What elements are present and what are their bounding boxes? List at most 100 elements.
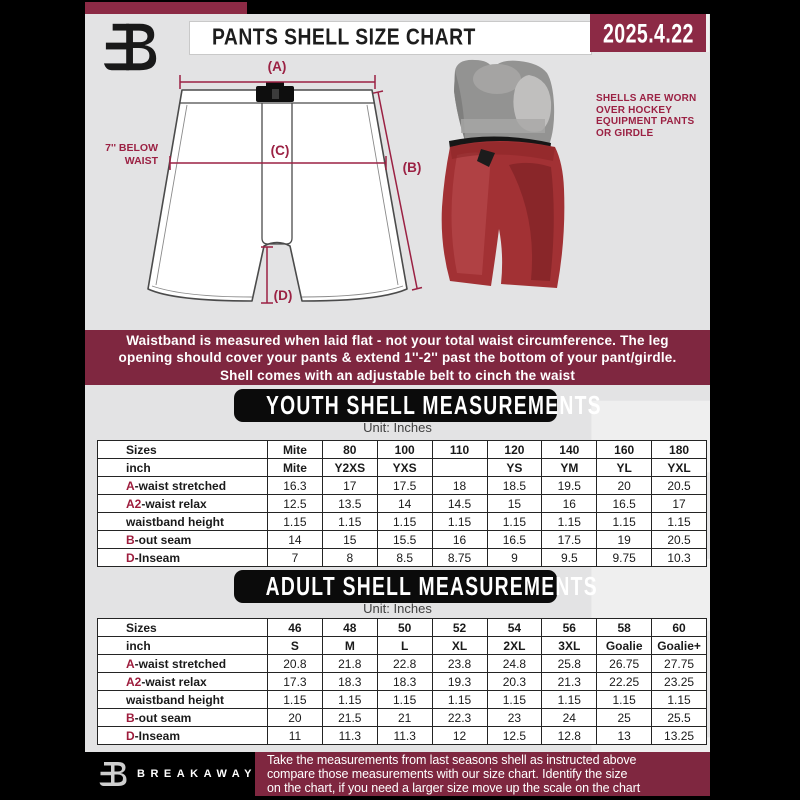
- photo-caption-line: OVER HOCKEY: [596, 104, 673, 116]
- table-cell: 21.3: [541, 672, 598, 691]
- info-banner-line: Waistband is measured when laid flat - n…: [126, 333, 669, 348]
- table-cell: YL: [596, 458, 653, 477]
- date-badge: 2025.4.22: [590, 14, 709, 52]
- table-cell: 19.5: [541, 476, 598, 495]
- row-label: A-waist stretched: [97, 654, 268, 673]
- table-cell: 25.5: [651, 708, 707, 727]
- table-cell: 12.5: [486, 726, 543, 745]
- table-cell: 25: [596, 708, 653, 727]
- table-cell: 18: [431, 476, 488, 495]
- footer-line: on the chart, if you need a larger size …: [267, 780, 641, 795]
- dimension-line-c: [169, 156, 387, 170]
- dimension-line-b: [372, 90, 423, 291]
- row-label: A2-waist relax: [97, 672, 268, 691]
- table-cell: 25.8: [541, 654, 598, 673]
- table-cell: 1.15: [267, 512, 323, 531]
- dimension-line-a: [179, 75, 376, 89]
- table-row: D-Inseam 7 8 8.5 8.75 9 9.5 9.75 10.3: [97, 548, 707, 567]
- table-cell: 18.3: [321, 672, 378, 691]
- table-cell: 1.15: [651, 690, 707, 709]
- table-cell: 13.5: [321, 494, 378, 513]
- adult-section-banner: ADULT SHELL MEASUREMENTS: [234, 570, 597, 603]
- table-row: A-waist stretched 20.8 21.8 22.8 23.8 24.8 25.…: [97, 654, 707, 673]
- table-row: waistband height 1.15 1.15 1.15 1.15 1.15 1.15…: [97, 690, 707, 709]
- measurement-letter: A: [126, 657, 135, 671]
- measurement-letter: A: [126, 479, 135, 493]
- youth-section-title: YOUTH SHELL MEASUREMENTS: [265, 390, 602, 420]
- top-accent-strip: [85, 2, 247, 14]
- table-cell: 15: [321, 530, 378, 549]
- dimension-label-c: (C): [271, 143, 290, 158]
- table-cell: 1.15: [486, 690, 543, 709]
- table-cell: 21.8: [321, 654, 378, 673]
- table-cell: 23: [486, 708, 543, 727]
- table-cell: 9.75: [596, 548, 653, 567]
- dimension-label-d: (D): [274, 288, 293, 303]
- column-header: 120: [486, 440, 543, 459]
- table-cell: L: [376, 636, 433, 655]
- table-cell: 12.8: [541, 726, 598, 745]
- table-cell: 1.15: [486, 512, 543, 531]
- column-header: 140: [541, 440, 598, 459]
- table-cell: 17.5: [376, 476, 433, 495]
- dimension-line-d: [261, 246, 273, 304]
- table-cell: 1.15: [376, 512, 433, 531]
- table-cell: 1.15: [321, 690, 378, 709]
- shell-product-photo: [441, 59, 565, 288]
- table-cell: 13.25: [651, 726, 707, 745]
- table-cell: 23.25: [651, 672, 707, 691]
- table-cell: 17.5: [541, 530, 598, 549]
- table-cell: YS: [486, 458, 543, 477]
- table-cell: 20: [596, 476, 653, 495]
- adult-section-title: ADULT SHELL MEASUREMENTS: [265, 571, 598, 601]
- table-cell: 1.15: [321, 512, 378, 531]
- row-label: inch: [97, 458, 268, 477]
- table-cell: 1.15: [541, 690, 598, 709]
- size-table: Sizes Mite 80 100 110 120 140 160 180 inch Mite Y2X…: [97, 440, 707, 567]
- photo-caption-line: SHELLS ARE WORN: [596, 93, 697, 104]
- table-cell: 21.5: [321, 708, 378, 727]
- table-cell: Goalie+: [651, 636, 707, 655]
- below-waist-note-line1: 7'' BELOW: [105, 142, 158, 154]
- table-cell: 27.75: [651, 654, 707, 673]
- adult-size-table-container: Sizes 46 48 50 52 54 56 58 60 inch S M L XL 2XL 3XL Goal…: [97, 618, 707, 745]
- shell-measurement-diagram: (A) (C) (B) (D) 7'' BELOW WAIST: [105, 59, 423, 304]
- table-row: A2-waist relax 12.5 13.5 14 14.5 15 16 16.5 17: [97, 494, 707, 513]
- row-label: A2-waist relax: [97, 494, 268, 513]
- table-cell: 20.5: [651, 530, 707, 549]
- dimension-label-b: (B): [403, 160, 422, 175]
- table-cell: 20.5: [651, 476, 707, 495]
- column-header: 48: [321, 618, 378, 637]
- table-cell: YXS: [376, 458, 433, 477]
- row-label: B-out seam: [97, 708, 268, 727]
- table-row: A-waist stretched 16.3 17 17.5 18 18.5 19.5 20 2…: [97, 476, 707, 495]
- table-cell: 12.5: [267, 494, 323, 513]
- table-cell: 9.5: [541, 548, 598, 567]
- footer-line: compare those measurements with our size…: [267, 766, 628, 781]
- table-cell: 22.25: [596, 672, 653, 691]
- column-header: 110: [431, 440, 488, 459]
- table-cell: 10.3: [651, 548, 707, 567]
- table-cell: YXL: [651, 458, 707, 477]
- column-header: 58: [596, 618, 653, 637]
- measurement-letter: A2: [126, 675, 142, 689]
- table-cell: 1.15: [431, 512, 488, 531]
- table-row: A2-waist relax 17.3 18.3 18.3 19.3 20.3 21.3 22…: [97, 672, 707, 691]
- table-cell: XL: [431, 636, 488, 655]
- row-label: D-Inseam: [97, 726, 268, 745]
- row-label: A-waist stretched: [97, 476, 268, 495]
- table-cell: M: [321, 636, 378, 655]
- table-cell: 8.75: [431, 548, 488, 567]
- column-header: 100: [376, 440, 433, 459]
- dimension-label-a: (A): [268, 59, 287, 74]
- flyer-content: B PANTS SHELL SIZE CHART 2025.4.22: [85, 14, 710, 796]
- breakaway-logo-icon: [99, 762, 127, 786]
- row-label: D-Inseam: [97, 548, 268, 567]
- table-cell: Mite: [267, 458, 323, 477]
- table-cell: 14.5: [431, 494, 488, 513]
- photo-caption: SHELLS ARE WORN OVER HOCKEY EQUIPMENT PA…: [596, 93, 708, 139]
- table-cell: 13: [596, 726, 653, 745]
- table-cell: 15.5: [376, 530, 433, 549]
- shorts-outline: [147, 89, 408, 302]
- table-cell: 17: [651, 494, 707, 513]
